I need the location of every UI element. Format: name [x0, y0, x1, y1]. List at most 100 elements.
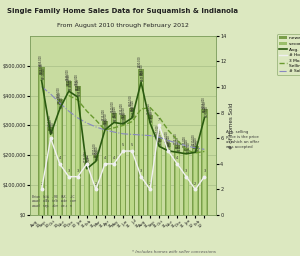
- Bar: [148, 123, 152, 215]
- Text: $370,000: $370,000: [58, 92, 62, 103]
- Text: 4: 4: [104, 156, 106, 160]
- Bar: [185, 154, 188, 215]
- Legend: newest Avg. Original Price, second Avg. Listing Price, Avg. Selling Price, # Hom: newest Avg. Original Price, second Avg. …: [277, 35, 300, 75]
- Bar: [122, 124, 124, 215]
- Text: 3: 3: [77, 169, 79, 173]
- Bar: [56, 99, 63, 215]
- Text: $415,000: $415,000: [76, 78, 80, 90]
- Text: $190,000: $190,000: [94, 146, 98, 157]
- Text: 4: 4: [113, 156, 115, 160]
- Text: 5: 5: [131, 143, 133, 147]
- Bar: [138, 69, 144, 215]
- Bar: [130, 118, 134, 215]
- Text: 4: 4: [176, 156, 178, 160]
- Bar: [39, 75, 44, 215]
- Text: $235,000: $235,000: [174, 132, 178, 144]
- Bar: [49, 134, 52, 215]
- Text: $205,000: $205,000: [186, 141, 190, 153]
- Text: 6: 6: [50, 130, 52, 134]
- Text: $245,000: $245,000: [157, 129, 161, 141]
- Text: $215,000: $215,000: [168, 138, 172, 150]
- Text: $295,000: $295,000: [47, 114, 51, 126]
- Text: $175,000: $175,000: [83, 150, 87, 162]
- Text: 3: 3: [140, 169, 142, 173]
- Bar: [192, 146, 199, 215]
- Text: $210,000: $210,000: [195, 140, 199, 151]
- Text: $320,000: $320,000: [148, 107, 152, 118]
- Text: $320,000: $320,000: [121, 107, 125, 118]
- Bar: [139, 76, 143, 215]
- Bar: [85, 166, 89, 215]
- Text: 7: 7: [158, 118, 160, 122]
- Bar: [166, 147, 171, 215]
- Text: 4: 4: [86, 156, 88, 160]
- Bar: [202, 113, 207, 215]
- Text: $155,000: $155,000: [86, 156, 90, 167]
- Bar: [76, 97, 80, 215]
- Text: $240,000: $240,000: [165, 131, 169, 142]
- Text: 4: 4: [58, 156, 61, 160]
- Text: $449,000: $449,000: [65, 68, 69, 80]
- Bar: [176, 152, 179, 215]
- Bar: [85, 169, 88, 215]
- Text: $335,000: $335,000: [146, 102, 151, 114]
- Text: 3: 3: [203, 169, 206, 173]
- Bar: [58, 109, 61, 215]
- Bar: [194, 152, 197, 215]
- Bar: [48, 131, 53, 215]
- Text: * Includes homes with seller concessions: * Includes homes with seller concessions: [132, 250, 216, 254]
- Text: 3: 3: [68, 169, 70, 173]
- Text: 2: 2: [194, 182, 196, 186]
- Bar: [183, 148, 190, 215]
- Bar: [156, 137, 162, 215]
- Bar: [57, 104, 62, 215]
- Bar: [40, 81, 43, 215]
- Bar: [121, 120, 125, 215]
- Text: $260,000: $260,000: [156, 125, 160, 136]
- Bar: [75, 86, 81, 215]
- Text: $355,000: $355,000: [59, 96, 63, 108]
- Bar: [66, 81, 72, 215]
- Text: 3: 3: [185, 169, 188, 173]
- Text: $355,000: $355,000: [201, 96, 205, 108]
- Text: $325,000: $325,000: [204, 105, 208, 117]
- Bar: [112, 118, 116, 215]
- Bar: [120, 115, 126, 215]
- Text: $210,000: $210,000: [177, 140, 181, 151]
- Bar: [148, 120, 152, 215]
- Bar: [94, 161, 98, 215]
- Text: $445,000: $445,000: [141, 69, 145, 81]
- Text: $360,000: $360,000: [128, 95, 133, 106]
- Text: $340,000: $340,000: [110, 101, 114, 112]
- Text: $430,000: $430,000: [67, 74, 71, 86]
- Bar: [103, 130, 106, 215]
- Text: $220,000: $220,000: [193, 136, 197, 148]
- Bar: [93, 155, 99, 215]
- Text: $285,000: $285,000: [104, 117, 109, 129]
- Text: $325,000: $325,000: [112, 105, 116, 117]
- Bar: [130, 112, 134, 215]
- Text: $495,000: $495,000: [38, 54, 42, 66]
- Bar: [38, 67, 45, 215]
- Text: Single Family Home Sales Data for Suquamish & Indianola: Single Family Home Sales Data for Suquam…: [8, 8, 238, 14]
- Text: $310,000: $310,000: [113, 110, 118, 121]
- Bar: [75, 91, 80, 215]
- Bar: [203, 118, 206, 215]
- Text: 2: 2: [95, 182, 97, 186]
- Bar: [102, 121, 108, 215]
- Bar: [165, 143, 171, 215]
- Text: $225,000: $225,000: [183, 135, 187, 147]
- Bar: [94, 158, 98, 215]
- Text: $228,000: $228,000: [166, 134, 170, 146]
- Bar: [47, 127, 54, 215]
- Text: $345,000: $345,000: [130, 99, 134, 111]
- Text: $490,000: $490,000: [137, 56, 142, 68]
- Bar: [140, 82, 143, 215]
- Text: $389,000: $389,000: [56, 86, 60, 98]
- Text: $465,000: $465,000: [139, 63, 143, 75]
- Text: $230,000: $230,000: [192, 134, 196, 145]
- Text: $395,000: $395,000: [77, 84, 81, 96]
- Text: $215,000: $215,000: [184, 138, 188, 150]
- Bar: [158, 146, 161, 215]
- Text: $270,000: $270,000: [50, 122, 54, 133]
